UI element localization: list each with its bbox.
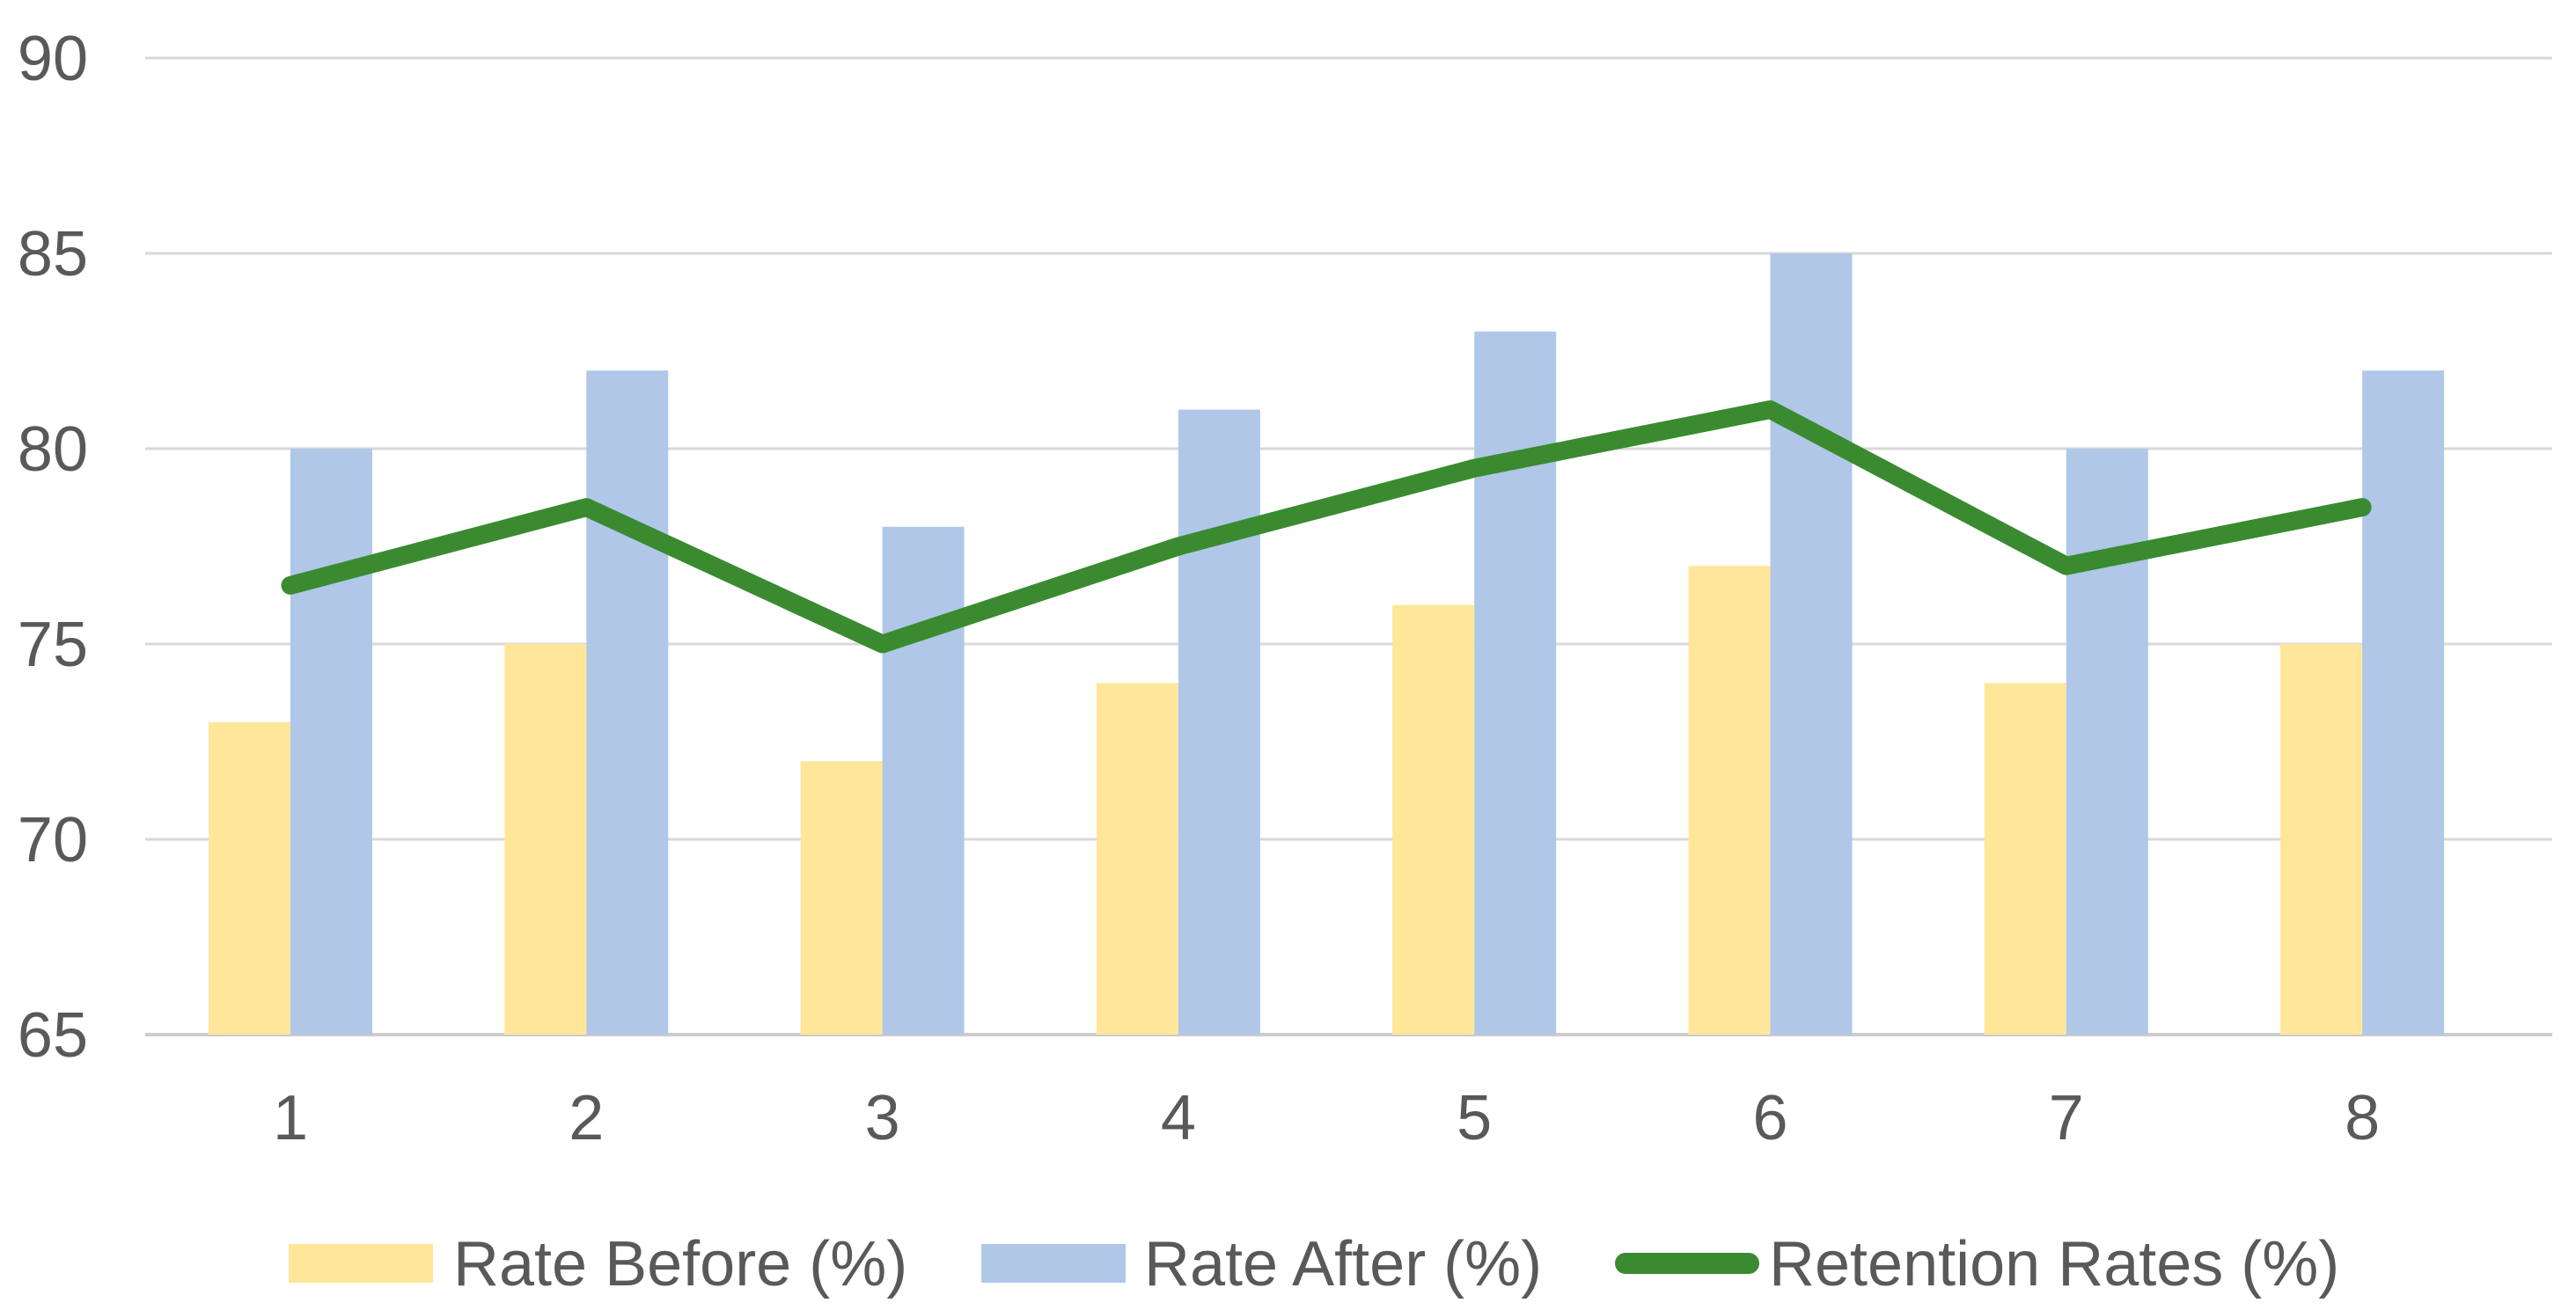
y-axis-tick-label: 80 bbox=[18, 414, 88, 485]
y-axis-tick-label: 65 bbox=[18, 1000, 88, 1071]
y-axis-tick-label: 70 bbox=[18, 805, 88, 875]
bar-rate-after-cat-4[interactable] bbox=[1178, 409, 1260, 1036]
bar-rate-after-cat-7[interactable] bbox=[2066, 449, 2148, 1035]
x-axis-category-label: 6 bbox=[1752, 1083, 1787, 1153]
legend-item-rate-before[interactable]: Rate Before (%) bbox=[289, 1229, 907, 1299]
bars-group bbox=[209, 253, 2445, 1036]
bar-rate-before-cat-3[interactable] bbox=[800, 761, 883, 1035]
bar-rate-before-cat-2[interactable] bbox=[504, 644, 587, 1035]
x-axis-category-label: 4 bbox=[1161, 1083, 1196, 1153]
bar-rate-before-cat-8[interactable] bbox=[2280, 644, 2363, 1035]
bar-rate-after-cat-5[interactable] bbox=[1474, 331, 1557, 1035]
legend: Rate Before (%) Rate After (%) Retention R… bbox=[289, 1229, 2339, 1299]
x-axis-category-label: 2 bbox=[569, 1083, 604, 1153]
legend-item-rate-after[interactable]: Rate After (%) bbox=[981, 1229, 1542, 1299]
retention-rates-line[interactable] bbox=[281, 400, 2372, 654]
bar-rate-after-cat-1[interactable] bbox=[290, 449, 372, 1035]
x-axis-category-label: 1 bbox=[273, 1083, 308, 1153]
legend-label-rate-after: Rate After (%) bbox=[1144, 1229, 1542, 1299]
legend-label-rate-before: Rate Before (%) bbox=[453, 1229, 907, 1299]
y-axis-tick-label: 75 bbox=[18, 610, 88, 680]
legend-label-retention-rates: Retention Rates (%) bbox=[1769, 1229, 2339, 1299]
bar-rate-before-cat-6[interactable] bbox=[1688, 566, 1771, 1035]
bar-rate-before-cat-1[interactable] bbox=[209, 721, 290, 1035]
bar-rate-before-cat-7[interactable] bbox=[1984, 683, 2066, 1035]
legend-swatch-rate-after bbox=[981, 1244, 1126, 1283]
x-axis-labels-group: 1 2 3 4 5 6 7 8 bbox=[273, 1083, 2380, 1153]
x-axis-category-label: 3 bbox=[865, 1083, 900, 1153]
line-series-group bbox=[281, 400, 2372, 654]
x-axis-category-label: 8 bbox=[2345, 1083, 2380, 1153]
y-axis-tick-label: 85 bbox=[18, 219, 88, 289]
bar-rate-before-cat-5[interactable] bbox=[1392, 604, 1475, 1035]
x-axis-category-label: 7 bbox=[2049, 1083, 2084, 1153]
bar-rate-after-cat-6[interactable] bbox=[1770, 253, 1853, 1035]
legend-swatch-rate-before bbox=[289, 1244, 433, 1283]
y-axis-labels-group: 90 85 80 75 70 65 bbox=[18, 24, 88, 1071]
bar-rate-after-cat-2[interactable] bbox=[586, 370, 669, 1035]
bar-rate-after-cat-8[interactable] bbox=[2362, 370, 2445, 1035]
y-axis-tick-label: 90 bbox=[18, 24, 88, 94]
bar-rate-after-cat-3[interactable] bbox=[882, 526, 965, 1035]
bar-rate-before-cat-4[interactable] bbox=[1096, 683, 1178, 1035]
x-axis-category-label: 5 bbox=[1457, 1083, 1492, 1153]
legend-item-retention-rates[interactable]: Retention Rates (%) bbox=[1615, 1229, 2339, 1299]
